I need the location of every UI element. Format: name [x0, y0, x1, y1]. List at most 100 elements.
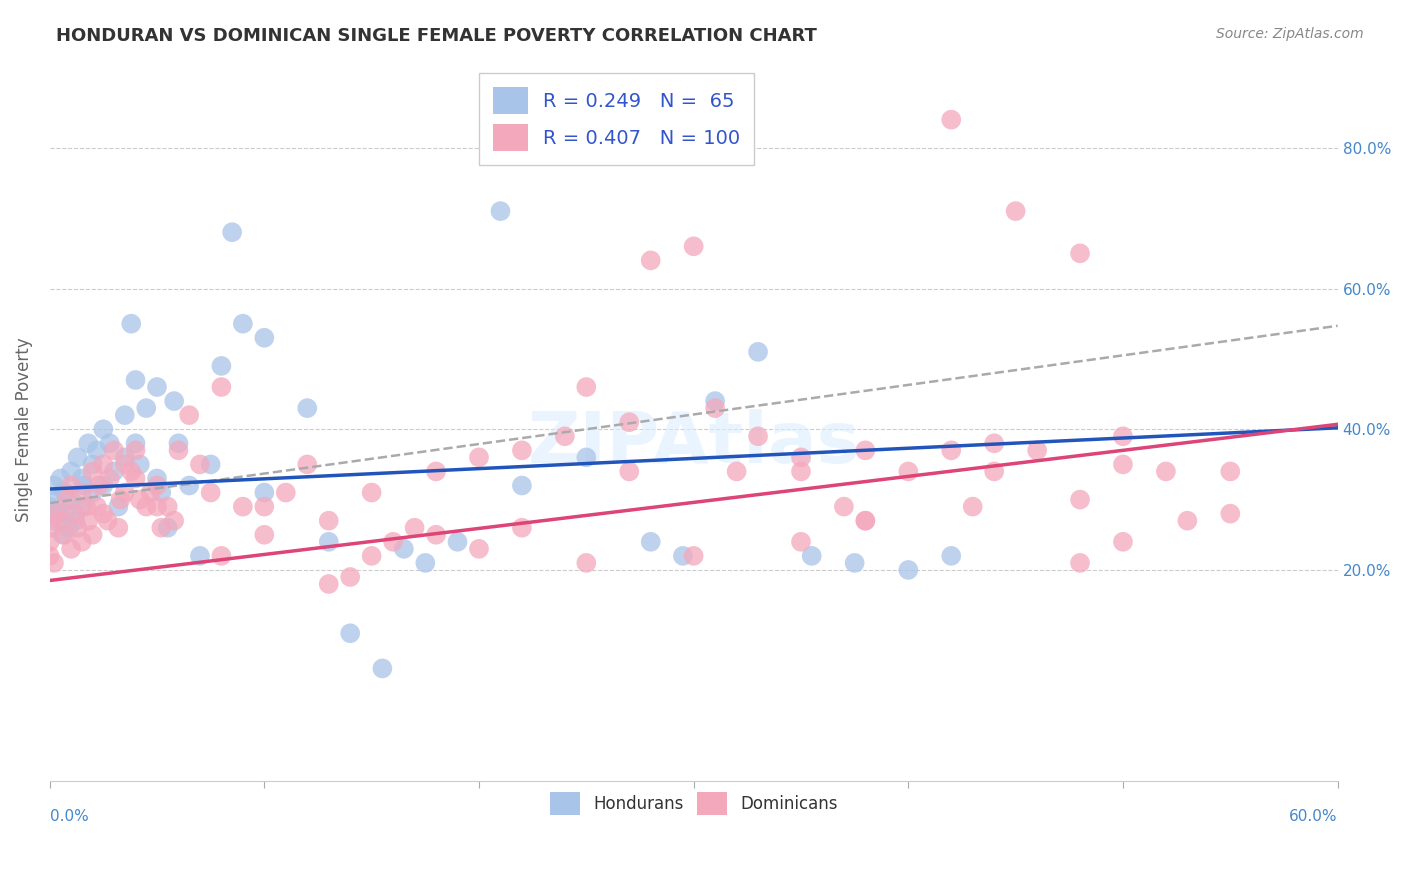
Point	[360, 485, 382, 500]
Point	[114, 458, 136, 472]
Point	[747, 344, 769, 359]
Point	[619, 415, 641, 429]
Point	[86, 443, 108, 458]
Text: 60.0%: 60.0%	[1289, 809, 1337, 824]
Point	[510, 443, 533, 458]
Point	[897, 563, 920, 577]
Point	[962, 500, 984, 514]
Point	[575, 380, 598, 394]
Point	[790, 534, 813, 549]
Point	[179, 408, 201, 422]
Point	[135, 500, 157, 514]
Point	[510, 521, 533, 535]
Text: ZIPAtlas: ZIPAtlas	[527, 409, 860, 478]
Point	[156, 521, 179, 535]
Text: 0.0%: 0.0%	[49, 809, 89, 824]
Point	[124, 443, 146, 458]
Point	[41, 521, 63, 535]
Point	[1219, 507, 1241, 521]
Point	[60, 541, 83, 556]
Point	[98, 471, 121, 485]
Point	[318, 514, 340, 528]
Point	[200, 485, 222, 500]
Point	[318, 534, 340, 549]
Point	[941, 112, 963, 127]
Point	[1112, 534, 1135, 549]
Point	[704, 401, 727, 416]
Point	[120, 317, 142, 331]
Point	[66, 521, 89, 535]
Point	[554, 429, 576, 443]
Point	[221, 225, 243, 239]
Point	[87, 478, 110, 492]
Text: Source: ZipAtlas.com: Source: ZipAtlas.com	[1216, 27, 1364, 41]
Point	[704, 394, 727, 409]
Point	[1112, 458, 1135, 472]
Point	[382, 534, 405, 549]
Point	[1069, 246, 1091, 260]
Point	[853, 514, 876, 528]
Point	[446, 534, 468, 549]
Point	[56, 492, 79, 507]
Point	[640, 534, 662, 549]
Point	[60, 478, 83, 492]
Point	[124, 436, 146, 450]
Point	[77, 436, 100, 450]
Point	[146, 478, 169, 492]
Point	[38, 549, 60, 563]
Point	[167, 436, 190, 450]
Point	[339, 570, 361, 584]
Point	[392, 541, 415, 556]
Point	[45, 507, 67, 521]
Point	[97, 514, 120, 528]
Point	[120, 465, 142, 479]
Point	[82, 465, 104, 479]
Point	[188, 549, 211, 563]
Y-axis label: Single Female Poverty: Single Female Poverty	[15, 337, 32, 522]
Point	[77, 514, 100, 528]
Point	[150, 485, 173, 500]
Point	[38, 500, 60, 514]
Point	[510, 478, 533, 492]
Point	[371, 661, 394, 675]
Point	[73, 478, 96, 492]
Point	[640, 253, 662, 268]
Point	[53, 485, 76, 500]
Point	[983, 436, 1005, 450]
Point	[82, 485, 104, 500]
Point	[146, 380, 169, 394]
Point	[60, 465, 83, 479]
Point	[800, 549, 823, 563]
Point	[42, 478, 65, 492]
Point	[91, 458, 114, 472]
Point	[725, 465, 748, 479]
Point	[66, 450, 89, 465]
Point	[200, 458, 222, 472]
Point	[253, 485, 276, 500]
Point	[983, 465, 1005, 479]
Point	[188, 458, 211, 472]
Point	[1112, 429, 1135, 443]
Point	[38, 534, 60, 549]
Point	[468, 541, 491, 556]
Point	[53, 528, 76, 542]
Point	[41, 514, 63, 528]
Point	[103, 465, 125, 479]
Point	[682, 239, 704, 253]
Point	[146, 471, 169, 485]
Point	[70, 485, 93, 500]
Point	[1069, 492, 1091, 507]
Point	[86, 500, 108, 514]
Point	[489, 204, 512, 219]
Point	[844, 556, 866, 570]
Point	[253, 500, 276, 514]
Point	[128, 458, 150, 472]
Point	[897, 465, 920, 479]
Point	[253, 528, 276, 542]
Point	[297, 458, 319, 472]
Point	[124, 373, 146, 387]
Point	[318, 577, 340, 591]
Point	[274, 485, 297, 500]
Point	[65, 507, 87, 521]
Point	[179, 478, 201, 492]
